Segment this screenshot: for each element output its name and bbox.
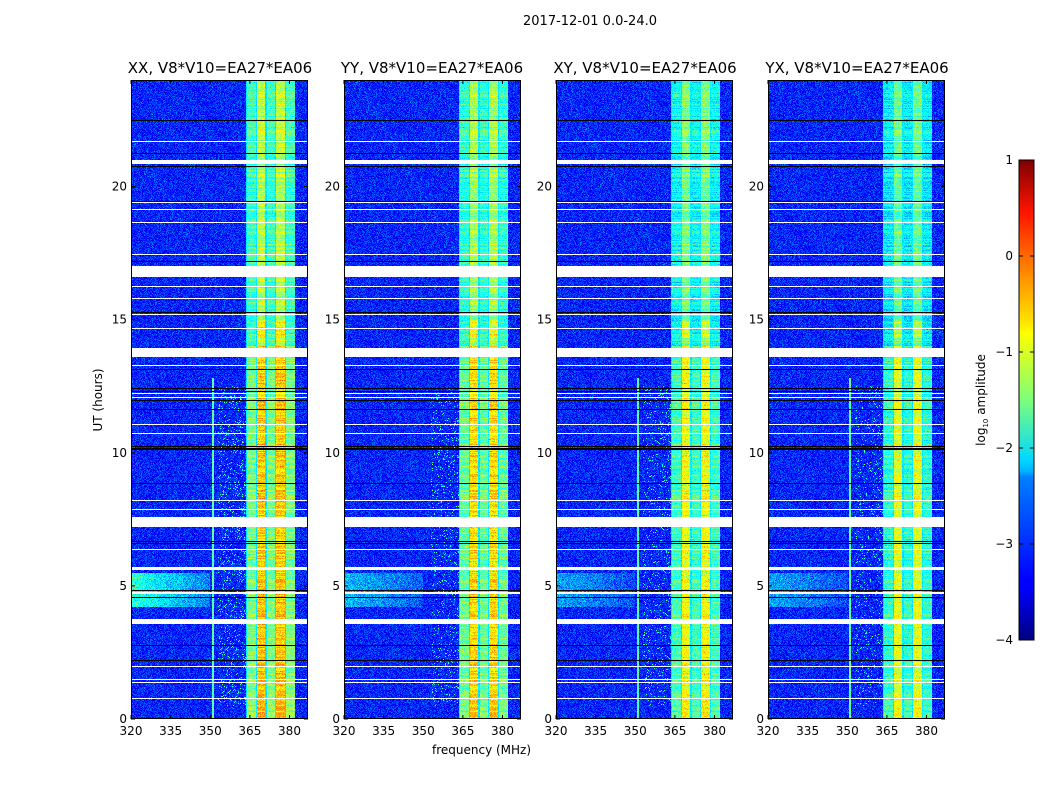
x-tick-label: 380: [915, 724, 938, 738]
x-tick-label: 335: [796, 724, 819, 738]
y-tick-label: 5: [332, 579, 340, 593]
x-tick-label: 350: [624, 724, 647, 738]
x-tick-label: 335: [584, 724, 607, 738]
colorbar-label-main: log: [973, 427, 988, 446]
figure-title: 2017-12-01 0.0-24.0: [523, 14, 657, 29]
x-tick-label: 320: [333, 724, 356, 738]
y-tick-label: 10: [325, 446, 340, 460]
x-tick-label: 320: [120, 724, 143, 738]
panel-title-xy: XY, V8*V10=EA27*EA06: [553, 59, 737, 77]
x-tick-label: 320: [757, 724, 780, 738]
y-tick-label: 20: [537, 180, 552, 194]
x-tick-label: 380: [703, 724, 726, 738]
y-tick-label: 20: [749, 180, 764, 194]
x-tick-label: 365: [238, 724, 261, 738]
panel-frame: [344, 80, 521, 719]
x-tick-label: 365: [663, 724, 686, 738]
heatmap-yy: [344, 80, 521, 719]
y-tick-label: 15: [325, 313, 340, 327]
y-tick-label: 0: [119, 712, 127, 726]
x-tick-label: 350: [199, 724, 222, 738]
panel-title-yx: YX, V8*V10=EA27*EA06: [765, 59, 949, 77]
panel-title-xx: XX, V8*V10=EA27*EA06: [127, 59, 313, 77]
y-axis-label: UT (hours): [91, 368, 105, 432]
colorbar-tick-label: −4: [995, 633, 1013, 647]
colorbar-label-rest: amplitude: [973, 354, 988, 419]
panel-frame: [768, 80, 945, 719]
panel-frame: [131, 80, 308, 719]
y-tick-label: 20: [112, 180, 127, 194]
x-tick-label: 380: [491, 724, 514, 738]
colorbar-label-sub: 10: [982, 418, 991, 428]
x-tick-label: 350: [412, 724, 435, 738]
y-tick-label: 5: [119, 579, 127, 593]
y-tick-label: 15: [749, 313, 764, 327]
y-tick-label: 5: [756, 579, 764, 593]
x-tick-label: 335: [372, 724, 395, 738]
y-tick-label: 15: [537, 313, 552, 327]
heatmap-xx: [131, 80, 308, 719]
x-tick-label: 365: [875, 724, 898, 738]
x-tick-label: 335: [159, 724, 182, 738]
heatmap-yx: [768, 80, 945, 719]
x-axis-label: frequency (MHz): [432, 743, 532, 757]
colorbar-tick-label: −2: [995, 441, 1013, 455]
x-tick-label: 320: [545, 724, 568, 738]
y-tick-label: 5: [544, 579, 552, 593]
heatmap-xy: [556, 80, 733, 719]
x-tick-label: 350: [836, 724, 859, 738]
y-tick-label: 15: [112, 313, 127, 327]
y-tick-label: 0: [756, 712, 764, 726]
x-tick-label: 380: [278, 724, 301, 738]
colorbar: [1018, 159, 1035, 641]
x-tick-label: 365: [451, 724, 474, 738]
colorbar-tick-label: −1: [995, 345, 1013, 359]
y-tick-label: 0: [544, 712, 552, 726]
y-tick-label: 10: [112, 446, 127, 460]
y-tick-label: 10: [537, 446, 552, 460]
colorbar-tick-label: 0: [1005, 249, 1013, 263]
colorbar-tick-label: 1: [1005, 153, 1013, 167]
colorbar-label: log10 amplitude: [974, 354, 990, 446]
y-tick-label: 0: [332, 712, 340, 726]
panel-title-yy: YY, V8*V10=EA27*EA06: [340, 59, 524, 77]
panel-frame: [556, 80, 733, 719]
y-tick-label: 10: [749, 446, 764, 460]
colorbar-tick-label: −3: [995, 537, 1013, 551]
y-tick-label: 20: [325, 180, 340, 194]
